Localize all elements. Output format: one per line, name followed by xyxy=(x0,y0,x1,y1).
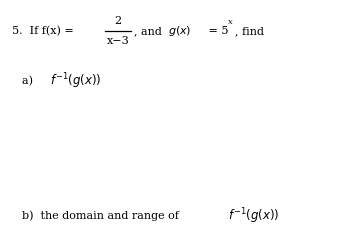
Text: $f^{-1}(g(x))$: $f^{-1}(g(x))$ xyxy=(228,206,279,226)
Text: = 5: = 5 xyxy=(205,26,229,36)
Text: $f^{-1}(g(x))$: $f^{-1}(g(x))$ xyxy=(50,71,102,91)
Text: $g(x)$: $g(x)$ xyxy=(168,24,191,38)
Text: a): a) xyxy=(22,76,40,86)
Text: x−3: x−3 xyxy=(107,36,130,46)
Text: b)  the domain and range of: b) the domain and range of xyxy=(22,211,182,221)
Text: , and: , and xyxy=(134,26,165,36)
Text: 5.  If f(x) =: 5. If f(x) = xyxy=(12,26,77,36)
Text: , find: , find xyxy=(235,26,264,36)
Text: x: x xyxy=(228,18,233,26)
Text: 2: 2 xyxy=(114,16,121,26)
